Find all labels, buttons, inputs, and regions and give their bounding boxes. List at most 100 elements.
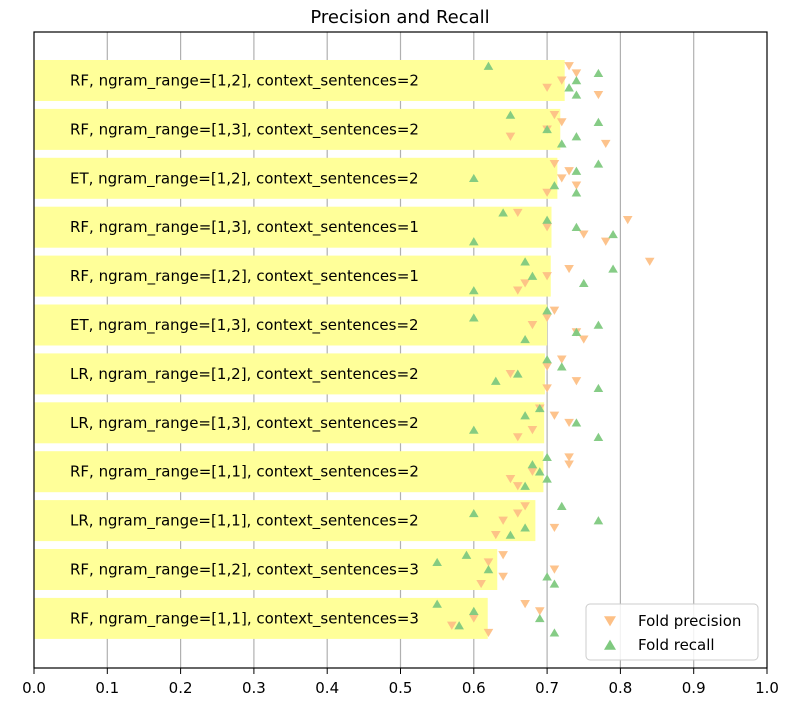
recall-point	[505, 110, 516, 119]
precision-point	[490, 531, 501, 540]
recall-point	[469, 508, 479, 518]
precision-point	[542, 313, 552, 323]
bar-label: RF, ngram_range=[1,2], context_sentences…	[70, 561, 419, 580]
bar-label: LR, ngram_range=[1,3], context_sentences…	[70, 414, 419, 433]
legend: Fold precision Fold recall	[585, 603, 759, 661]
recall-point	[534, 467, 545, 476]
recall-point	[483, 61, 494, 70]
precision-point	[556, 76, 567, 85]
recall-point	[608, 229, 618, 239]
precision-point	[469, 614, 479, 623]
recall-point	[469, 425, 479, 434]
recall-point	[432, 599, 442, 608]
recall-point	[520, 334, 530, 344]
recall-point	[498, 208, 508, 217]
precision-point	[549, 411, 560, 420]
x-tick-label: 0.0	[22, 679, 46, 697]
precision-point	[527, 321, 538, 330]
bar	[34, 60, 565, 101]
precision-point	[512, 482, 523, 491]
legend-precision-label: Fold precision	[638, 612, 741, 630]
precision-point	[564, 62, 574, 71]
recall-point	[593, 159, 604, 168]
precision-point	[549, 523, 560, 533]
bar-label: ET, ngram_range=[1,2], context_sentences…	[70, 169, 419, 188]
recall-point	[534, 613, 545, 623]
precision-point	[527, 426, 538, 435]
recall-point	[556, 362, 567, 371]
precision-point	[542, 384, 552, 393]
recall-point	[564, 83, 574, 92]
bar-label: RF, ngram_range=[1,3], context_sentences…	[70, 120, 419, 139]
precision-point	[447, 621, 457, 630]
recall-point	[571, 76, 582, 85]
recall-point	[593, 117, 604, 126]
bar	[34, 206, 552, 248]
recall-point	[520, 523, 530, 532]
precision-point	[512, 433, 523, 442]
precision-point	[520, 502, 530, 511]
bar-labels: RF, ngram_range=[1,2], context_sentences…	[70, 72, 419, 629]
precision-point	[505, 474, 516, 484]
recall-point	[571, 90, 582, 99]
bar	[34, 597, 488, 639]
recall-point	[593, 320, 604, 329]
x-tick-label: 0.1	[95, 679, 119, 697]
x-tick-label: 0.3	[242, 679, 266, 697]
recall-point	[534, 403, 545, 413]
precision-point	[556, 118, 567, 127]
precision-point	[571, 69, 582, 78]
x-tick-label: 0.2	[169, 679, 193, 697]
bar-label: RF, ngram_range=[1,1], context_sentences…	[70, 463, 419, 482]
recall-point	[469, 173, 479, 183]
recall-point	[571, 418, 582, 427]
bar	[34, 500, 536, 542]
recall-point	[505, 530, 516, 539]
precision-point	[564, 460, 574, 469]
precision-point	[542, 362, 552, 371]
recall-point	[469, 313, 479, 322]
recall-point	[549, 181, 560, 190]
precision-point	[542, 83, 552, 92]
bar	[34, 157, 558, 199]
x-tick-label: 0.9	[682, 679, 706, 697]
precision-point	[564, 167, 574, 176]
precision-point	[512, 286, 523, 295]
legend-box	[585, 603, 759, 661]
bar	[34, 255, 551, 297]
recall-point	[549, 628, 560, 637]
precision-point	[505, 369, 516, 379]
precision-point	[578, 335, 589, 344]
precision-point	[542, 223, 552, 232]
recall-point	[542, 306, 552, 315]
precision-point	[549, 565, 560, 574]
precision-point	[549, 159, 560, 169]
recall-point	[593, 432, 604, 441]
recall-point	[593, 383, 604, 393]
recall-point	[542, 355, 552, 364]
precision-point	[622, 216, 633, 225]
x-tick-label: 0.6	[462, 679, 486, 697]
recall-point	[520, 257, 530, 266]
bar-label: LR, ngram_range=[1,1], context_sentences…	[70, 512, 419, 531]
precision-point	[644, 257, 655, 266]
chart-title: Precision and Recall	[310, 7, 489, 28]
recall-point	[469, 237, 479, 246]
precision-point	[593, 90, 604, 100]
precision-point	[549, 306, 560, 315]
precision-point	[564, 453, 574, 462]
recall-point	[571, 222, 582, 231]
bar-label: ET, ngram_range=[1,3], context_sentences…	[70, 316, 419, 335]
precision-point	[600, 237, 611, 246]
recall-point	[527, 271, 538, 280]
recall-point	[571, 166, 582, 175]
precision-point	[527, 467, 538, 476]
precision-point	[578, 230, 589, 239]
recall-point	[490, 376, 501, 385]
recall-point	[520, 411, 530, 420]
precision-point	[571, 377, 582, 386]
bar	[34, 451, 544, 493]
x-tick-label: 0.4	[315, 679, 339, 697]
recall-point	[512, 369, 523, 378]
